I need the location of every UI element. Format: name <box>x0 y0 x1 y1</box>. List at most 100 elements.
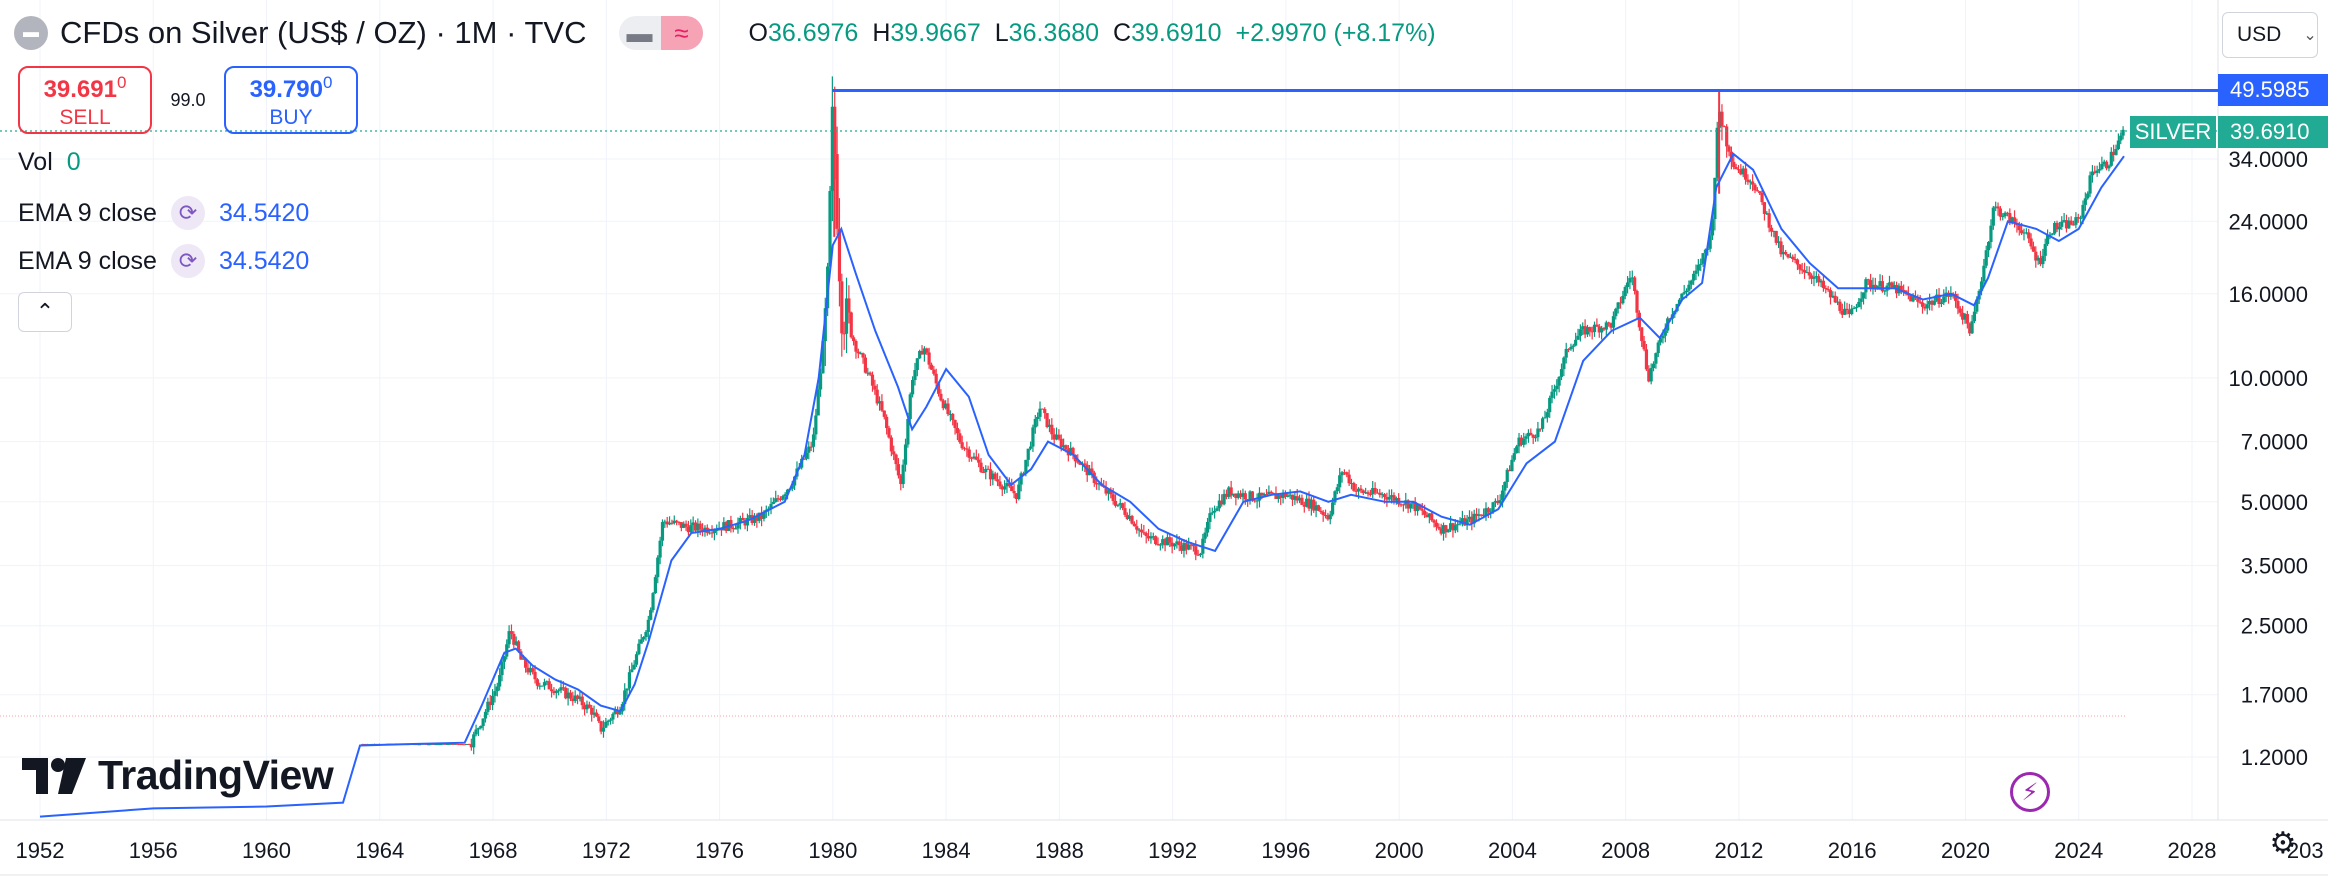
candle-body <box>1522 438 1526 445</box>
candle-body <box>632 664 636 670</box>
legend-collapse-button[interactable]: ⌃ <box>18 292 72 332</box>
candle-body <box>821 341 825 374</box>
candle-body <box>502 656 506 662</box>
candle-body <box>877 401 882 404</box>
candle-body <box>512 633 516 645</box>
candle-body <box>1701 253 1705 264</box>
candle-body <box>1838 301 1842 311</box>
candle-body <box>1850 308 1854 315</box>
candle-body <box>1111 494 1115 501</box>
candle-body <box>1788 256 1792 258</box>
candle-body <box>1203 532 1207 539</box>
candle-body <box>505 644 509 657</box>
candle-body <box>1810 275 1814 279</box>
candle-body <box>1368 494 1372 496</box>
legend-ema-2[interactable]: EMA 9 close ⟳ 34.5420 <box>18 244 309 278</box>
symbol-title[interactable]: CFDs on Silver (US$ / OZ) · 1M · TVC <box>60 15 587 50</box>
candle-body <box>2038 257 2043 265</box>
candle-body <box>1791 256 1795 260</box>
candle-body <box>521 658 525 660</box>
minus-icon[interactable]: ▬ <box>626 17 653 48</box>
y-tick-label: 1.7000 <box>2241 683 2308 708</box>
legend-ema-1[interactable]: EMA 9 close ⟳ 34.5420 <box>18 196 309 230</box>
tradingview-logo[interactable]: TradingView <box>22 752 334 799</box>
candle-body <box>1241 493 1245 497</box>
x-tick-label: 2008 <box>1601 838 1650 863</box>
candle-body <box>722 522 726 531</box>
x-tick-label: 2024 <box>2054 838 2103 863</box>
candle-body <box>1076 461 1080 463</box>
candle-body <box>991 473 995 480</box>
candle-body <box>1765 213 1769 215</box>
candle-body <box>1975 299 1979 312</box>
x-tick-label: 1968 <box>469 838 518 863</box>
candle-body <box>1644 349 1649 370</box>
close-label: C <box>1113 18 1132 47</box>
candle-body <box>644 631 648 638</box>
candle-body <box>2036 257 2040 261</box>
candle-body <box>736 522 740 529</box>
candle-body <box>469 744 473 748</box>
candle-body <box>1732 161 1736 168</box>
candle-body <box>1994 206 1998 208</box>
wave-icon[interactable]: ≈ <box>660 16 703 50</box>
candle-body <box>2020 230 2024 234</box>
candle-body <box>1017 484 1021 500</box>
candle-body <box>474 729 478 735</box>
candle-body <box>1883 290 1887 292</box>
candle-body <box>1515 446 1519 454</box>
candle-body <box>660 522 665 541</box>
legend-volume[interactable]: Vol 0 <box>18 148 81 177</box>
candle-body <box>1998 208 2002 217</box>
hline-price-tag[interactable]: 49.5985 <box>2218 74 2328 106</box>
candle-body <box>1234 493 1238 498</box>
candle-body <box>1541 418 1545 429</box>
candle-body <box>953 420 957 428</box>
candle-body <box>1040 408 1044 410</box>
x-tick-label: 2004 <box>1488 838 1537 863</box>
trade-panel: 39.6910 SELL 99.0 39.7900 BUY <box>18 66 358 134</box>
candle-body <box>1345 472 1349 475</box>
candle-body <box>455 743 459 745</box>
candle-body <box>1175 541 1179 544</box>
candle-body <box>677 521 681 523</box>
candle-body <box>1290 494 1295 500</box>
candle-body <box>1229 487 1233 496</box>
open-value: 36.6976 <box>767 18 859 47</box>
candle-body <box>2100 164 2104 170</box>
candle-body <box>585 704 589 710</box>
chart-mode-toggle[interactable]: ▬ ≈ <box>618 16 703 50</box>
candle-body <box>774 498 778 502</box>
candle-body <box>686 526 691 533</box>
candle-body <box>597 716 601 722</box>
currency-select[interactable]: USD ⌄ <box>2222 12 2318 58</box>
candle-body <box>1312 499 1316 511</box>
candle-body <box>1774 230 1778 243</box>
candle-body <box>1857 301 1861 308</box>
candle-body <box>939 393 943 401</box>
lightning-icon[interactable]: ⚡ <box>2010 772 2050 812</box>
buy-button[interactable]: 39.7900 BUY <box>224 66 358 134</box>
candle-body <box>1366 492 1370 495</box>
candle-body <box>649 610 653 620</box>
candle-body <box>1401 504 1406 506</box>
x-tick-label: 1972 <box>582 838 631 863</box>
candle-body <box>1479 514 1483 516</box>
high-label: H <box>872 18 891 47</box>
candle-body <box>1010 486 1014 492</box>
candle-body <box>1661 335 1665 339</box>
candle-body <box>1630 277 1634 279</box>
refresh-icon[interactable]: ⟳ <box>170 196 205 230</box>
candle-body <box>856 351 860 354</box>
candle-body <box>1352 483 1356 491</box>
candle-body <box>818 373 823 390</box>
refresh-icon[interactable]: ⟳ <box>170 244 205 278</box>
candle-body <box>1805 272 1809 274</box>
settings-icon[interactable]: ⚙ <box>2269 826 2297 860</box>
candle-body <box>2095 170 2099 173</box>
ema-line[interactable] <box>39 152 2125 818</box>
candle-body <box>1470 516 1474 524</box>
buy-price: 39.790 <box>249 75 323 103</box>
sell-button[interactable]: 39.6910 SELL <box>18 66 152 134</box>
